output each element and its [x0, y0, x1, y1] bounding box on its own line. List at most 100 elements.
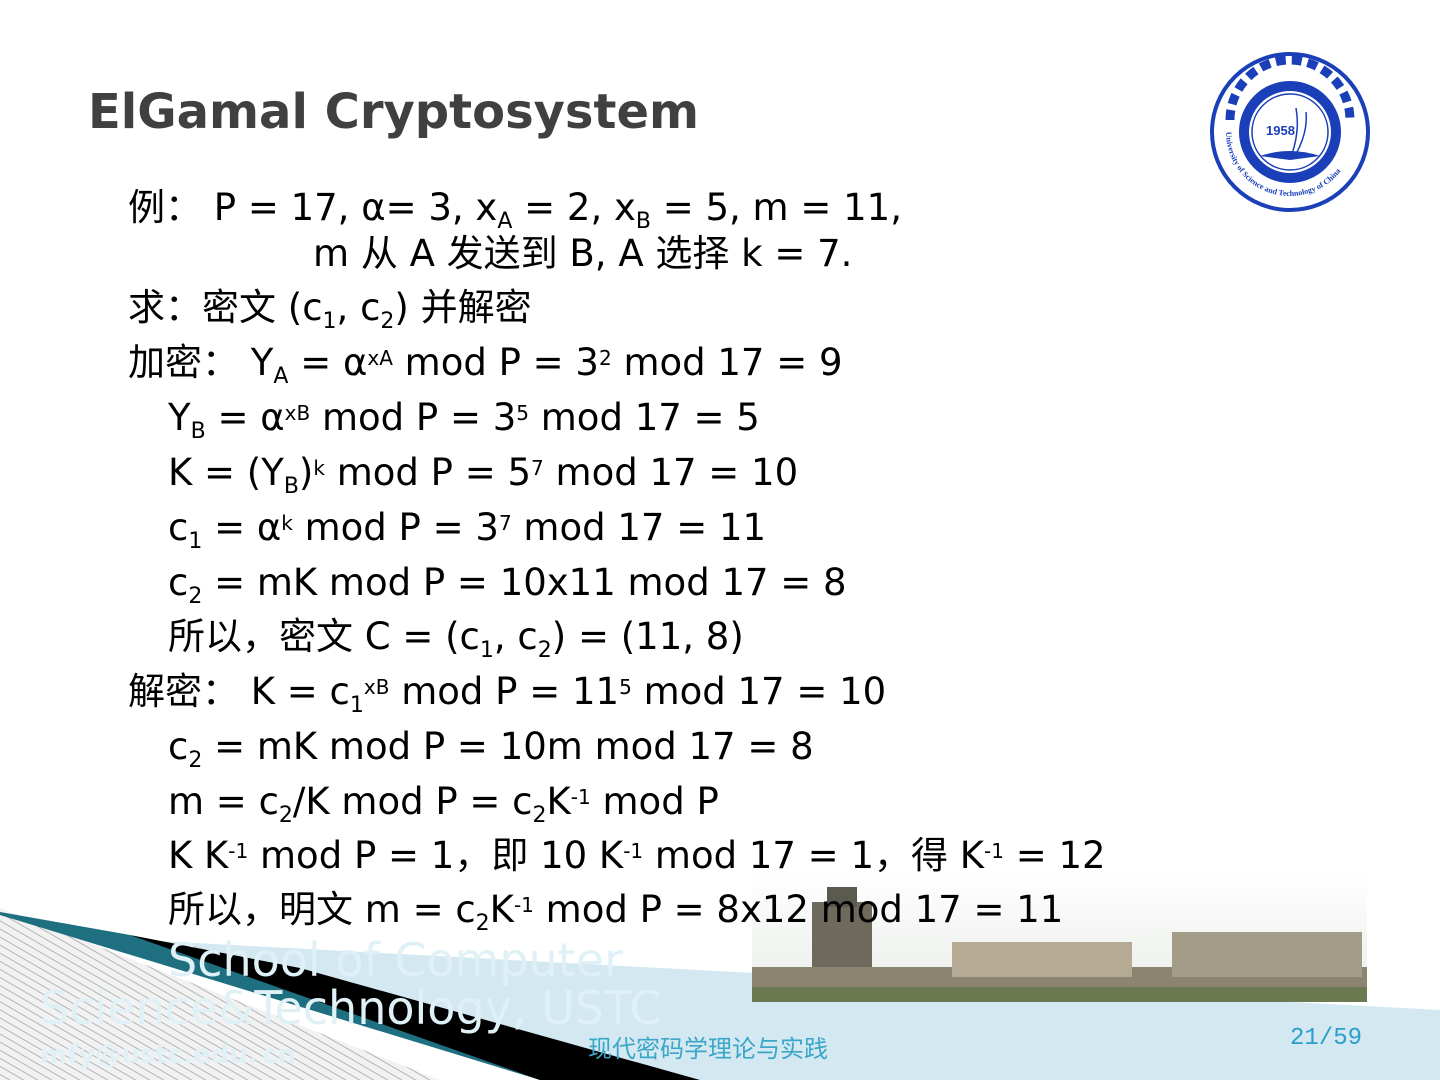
- text-run: A: [397, 232, 447, 275]
- superscript: 2: [598, 346, 612, 370]
- body-line: 求：密文 (c1, c2) 并解密: [128, 286, 532, 333]
- slide-title: ElGamal Cryptosystem: [88, 84, 700, 140]
- text-run: ): [394, 286, 421, 329]
- text-run: K = c: [250, 670, 350, 713]
- text-run: (c: [276, 286, 323, 329]
- text-run: K: [546, 780, 571, 823]
- text-run: mod 17 = 9: [611, 341, 843, 384]
- text-run: 发送到: [446, 232, 558, 275]
- text-run: = 5, m = 11,: [650, 186, 902, 229]
- superscript: k: [281, 511, 293, 535]
- subscript: 1: [322, 309, 337, 334]
- body-line: K = (YB)k mod P = 57 mod 17 = 10: [168, 451, 799, 498]
- text-run: B, A: [557, 232, 656, 275]
- text-run: mod 17 = 11: [511, 506, 767, 549]
- text-run: ): [298, 451, 314, 494]
- watermark-line1: School of Computer: [168, 933, 623, 987]
- subscript: 2: [475, 911, 490, 936]
- text-run: 解密：: [128, 670, 251, 713]
- text-run: K = (Y: [168, 451, 284, 494]
- text-run: mod 17 = 10: [543, 451, 799, 494]
- subscript: 1: [349, 693, 364, 718]
- text-run: K: [489, 888, 514, 931]
- text-run: 所以，密文: [168, 615, 353, 658]
- text-run: mod 17 = 5: [529, 396, 760, 439]
- text-run: ，即: [454, 834, 529, 877]
- text-run: 选择: [655, 232, 730, 275]
- text-run: mod 17 = 1: [643, 834, 874, 877]
- subscript: B: [190, 419, 206, 444]
- text-run: 所以，明文: [168, 888, 353, 931]
- text-run: K K: [168, 834, 229, 877]
- logo-year: 1958: [1266, 123, 1295, 138]
- superscript: 5: [516, 401, 529, 425]
- subscript: 1: [479, 638, 494, 663]
- text-run: m: [313, 232, 361, 275]
- text-run: = α: [205, 396, 285, 439]
- text-run: c: [168, 561, 189, 604]
- text-run: 求：密文: [128, 286, 276, 329]
- text-run: = mK mod P = 10x11 mod 17 = 8: [202, 561, 847, 604]
- text-run: , c: [336, 286, 381, 329]
- text-run: ) = (11, 8): [551, 615, 744, 658]
- body-line: 所以，密文 C = (c1, c2) = (11, 8): [168, 615, 744, 662]
- text-run: 10 K: [528, 834, 624, 877]
- page-number: 21/59: [1290, 1025, 1363, 1052]
- body-line: c1 = αk mod P = 37 mod 17 = 11: [168, 506, 767, 553]
- subscript: 1: [188, 529, 203, 554]
- text-run: mod P = 5: [324, 451, 532, 494]
- text-run: 加密：: [128, 341, 251, 384]
- text-run: 从: [360, 232, 398, 275]
- campus-photo: [752, 872, 1367, 1002]
- subscript: 2: [188, 584, 203, 609]
- superscript: -1: [984, 839, 1004, 863]
- subscript: B: [635, 209, 651, 234]
- watermark-email-suffix: cn: [262, 1040, 296, 1070]
- body-line: m 从 A 发送到 B, A 选择 k = 7.: [313, 232, 852, 276]
- superscript: 7: [498, 511, 512, 535]
- text-run: /K mod P = c: [292, 780, 533, 823]
- body-line: K K-1 mod P = 1，即 10 K-1 mod 17 = 1，得 K-…: [168, 834, 1106, 878]
- text-run: P = 17, α= 3, x: [213, 186, 498, 229]
- superscript: xA: [367, 346, 393, 370]
- text-run: K: [948, 834, 985, 877]
- body-line: 解密： K = c1xB mod P = 115 mod 17 = 10: [128, 670, 886, 717]
- superscript: xB: [363, 675, 390, 699]
- superscript: 7: [531, 456, 544, 480]
- body-line: YB = αxB mod P = 35 mod 17 = 5: [168, 396, 760, 443]
- text-run: ，得: [874, 834, 948, 877]
- body-line: 所以，明文 m = c2K-1 mod P = 8x12 mod 17 = 11: [168, 888, 1064, 935]
- text-run: 例：: [128, 186, 214, 229]
- text-run: m = c: [168, 780, 279, 823]
- text-run: mod P = 3: [392, 341, 599, 384]
- text-run: mod P = 3: [292, 506, 499, 549]
- text-run: c: [168, 725, 189, 768]
- superscript: k: [313, 456, 325, 480]
- text-run: = α: [288, 341, 368, 384]
- body-line: c2 = mK mod P = 10x11 mod 17 = 8: [168, 561, 847, 608]
- superscript: -1: [570, 785, 591, 809]
- subscript: 2: [380, 309, 395, 334]
- text-run: = α: [202, 506, 282, 549]
- body-line: 例： P = 17, α= 3, xA = 2, xB = 5, m = 11,: [128, 186, 902, 233]
- subscript: A: [273, 364, 289, 389]
- text-run: mod P = 8x12 mod 17 = 11: [533, 888, 1064, 931]
- body-line: m = c2/K mod P = c2K-1 mod P: [168, 780, 719, 827]
- subscript: 2: [188, 748, 203, 773]
- text-run: Y: [250, 341, 274, 384]
- watermark-line2: Science&Technology, USTC: [40, 981, 662, 1035]
- text-run: m = c: [353, 888, 476, 931]
- text-run: = mK mod P = 10m mod 17 = 8: [202, 725, 814, 768]
- text-run: mod P = 11: [389, 670, 620, 713]
- superscript: 5: [619, 675, 632, 699]
- text-run: 并解密: [420, 286, 532, 329]
- subscript: A: [497, 209, 513, 234]
- body-line: 加密： YA = αxA mod P = 32 mod 17 = 9: [128, 341, 843, 388]
- text-run: mod P: [590, 780, 719, 823]
- text-run: mod P = 3: [310, 396, 517, 439]
- body-line: c2 = mK mod P = 10m mod 17 = 8: [168, 725, 814, 772]
- text-run: , c: [493, 615, 538, 658]
- watermark-email: mfy@ustc.edu.: [40, 1040, 258, 1070]
- text-run: mod P = 1: [248, 834, 455, 877]
